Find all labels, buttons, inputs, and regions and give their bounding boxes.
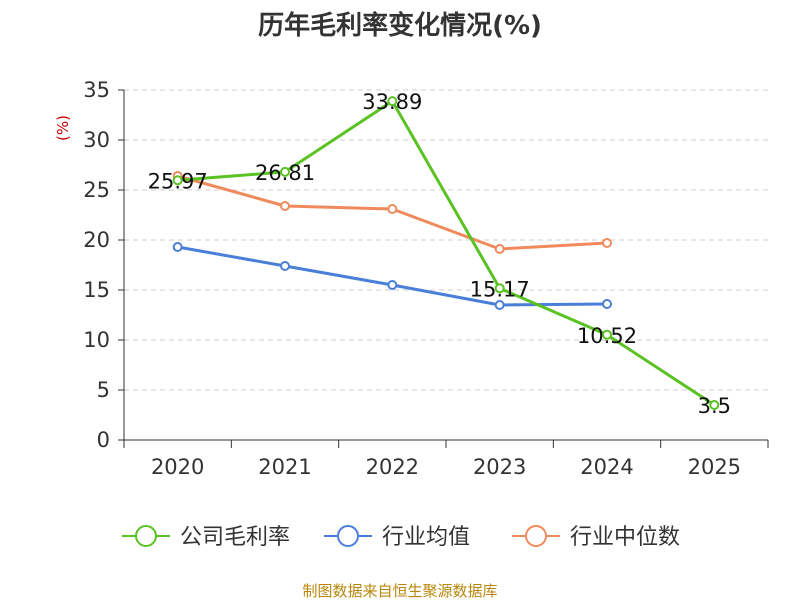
data-point: [602, 329, 612, 340]
y-axis-label: (%): [54, 115, 72, 141]
legend-item-2[interactable]: 行业中位数: [512, 525, 680, 550]
data-point: [280, 166, 290, 177]
x-tick-label: 2021: [258, 455, 311, 479]
data-point: [494, 283, 505, 294]
legend-label: 行业均值: [382, 525, 470, 550]
y-tick-label: 10: [83, 328, 110, 352]
x-tick-label: 2023: [473, 455, 526, 479]
data-label: 3.5: [698, 394, 731, 418]
x-tick-label: 2024: [580, 455, 633, 479]
x-tick-label: 2025: [688, 455, 741, 479]
data-point: [172, 175, 183, 186]
legend-swatch-marker: [135, 525, 157, 547]
legend-swatch-marker: [337, 525, 359, 547]
data-point: [172, 242, 183, 252]
data-point: [494, 244, 505, 254]
data-point: [602, 238, 612, 248]
data-label: 15.17: [470, 277, 530, 301]
y-tick-label: 30: [83, 128, 110, 152]
y-tick-label: 15: [83, 278, 110, 302]
data-label: 10.52: [577, 324, 637, 348]
data-label: 26.81: [255, 161, 315, 185]
gridlines: [124, 89, 768, 391]
x-tick-label: 2022: [366, 455, 419, 479]
legend-item-0[interactable]: 公司毛利率: [122, 525, 290, 550]
legend-label: 行业中位数: [570, 525, 680, 550]
legend-swatch-marker: [525, 525, 547, 547]
data-point: [387, 96, 398, 107]
data-label: 25.97: [148, 169, 208, 193]
data-point: [387, 280, 398, 290]
data-point: [280, 201, 290, 211]
legend-label: 公司毛利率: [180, 525, 290, 550]
chart-title: 历年毛利率变化情况(%): [258, 10, 542, 41]
y-tick-label: 25: [83, 178, 110, 202]
legend[interactable]: 公司毛利率 行业均值 行业中位数: [122, 525, 680, 550]
series-line-0: [177, 99, 716, 407]
series-line-1: [177, 245, 608, 307]
data-point: [494, 300, 505, 310]
y-tick-label: 5: [97, 378, 110, 402]
data-label: 33.89: [362, 90, 422, 114]
y-tick-label: 0: [97, 428, 110, 452]
data-point: [602, 299, 612, 309]
y-tick-label: 20: [83, 228, 110, 252]
data-point: [709, 400, 720, 410]
legend-item-1[interactable]: 行业均值: [324, 525, 470, 550]
data-point: [387, 204, 398, 214]
source-note: 制图数据来自恒生聚源数据库: [302, 582, 497, 600]
data-labels: 25.97 26.81 33.89 15.17 10.52 3.5: [148, 90, 731, 418]
data-point: [280, 261, 290, 271]
y-tick-label: 35: [83, 78, 110, 102]
series-layer: [172, 96, 720, 410]
x-tick-label: 2020: [151, 455, 204, 479]
